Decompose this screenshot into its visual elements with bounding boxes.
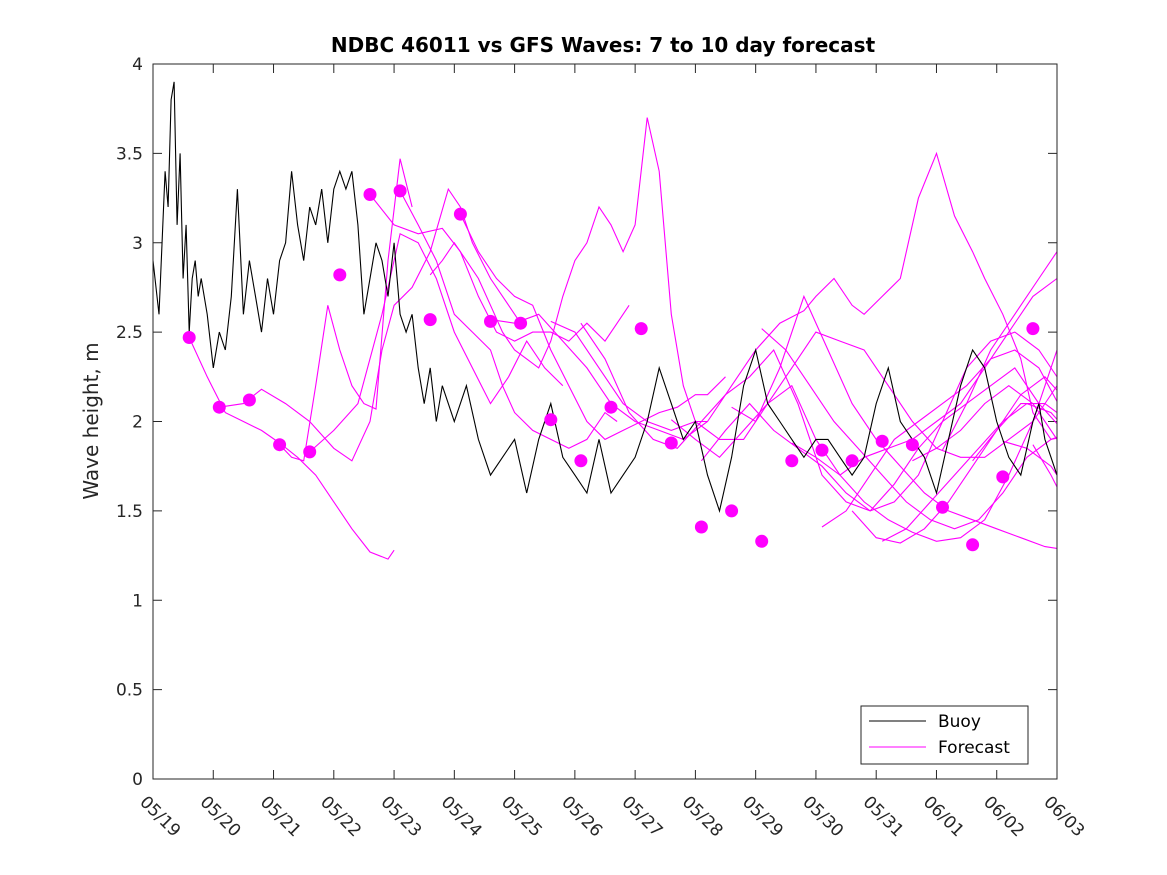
forecast-marker — [845, 454, 859, 468]
forecast-marker — [755, 534, 769, 548]
forecast-marker — [664, 436, 678, 450]
forecast-marker — [303, 445, 317, 459]
forecast-line — [369, 194, 630, 342]
y-tick-label: 1 — [132, 591, 143, 611]
plot-area — [153, 64, 1057, 779]
legend: Buoy Forecast — [860, 705, 1029, 765]
forecast-marker — [996, 470, 1010, 484]
forecast-line — [1002, 440, 1057, 477]
forecast-line — [670, 331, 1057, 459]
forecast-line — [459, 213, 726, 441]
forecast-marker — [514, 316, 528, 330]
forecast-line — [821, 349, 1057, 528]
forecast-marker — [725, 504, 739, 518]
forecast-marker — [363, 188, 377, 201]
forecast-line — [1032, 444, 1057, 489]
legend-label-forecast: Forecast — [938, 738, 1010, 758]
forecast-marker — [182, 331, 196, 344]
forecast-line — [188, 337, 395, 560]
plot-frame — [152, 63, 1058, 780]
buoy-line — [153, 81, 1057, 513]
y-tick-label: 3 — [132, 234, 143, 254]
forecast-marker — [1026, 322, 1040, 336]
y-tick-label: 2.5 — [116, 323, 143, 343]
forecast-marker — [815, 443, 829, 457]
forecast-marker — [936, 500, 949, 514]
forecast-marker — [393, 184, 407, 198]
forecast-marker — [966, 538, 980, 552]
forecast-line — [279, 158, 413, 462]
chart-title: NDBC 46011 vs GFS Waves: 7 to 10 day for… — [331, 33, 876, 57]
forecast-marker — [875, 434, 889, 448]
y-tick-label: 0.5 — [116, 681, 143, 701]
forecast-marker — [905, 438, 919, 452]
forecast-line — [791, 349, 1057, 542]
series-layer — [153, 81, 1057, 560]
forecast-marker — [484, 314, 497, 328]
y-tick-label: 3.5 — [116, 144, 143, 164]
forecast-marker — [604, 400, 618, 414]
y-tick-label: 2 — [132, 413, 143, 433]
forecast-line — [309, 232, 564, 453]
y-tick-label: 4 — [132, 55, 143, 75]
forecast-marker — [273, 438, 287, 452]
y-tick-label: 1.5 — [116, 502, 143, 522]
forecast-marker — [785, 454, 799, 468]
forecast-marker — [242, 393, 256, 407]
legend-label-buoy: Buoy — [938, 712, 981, 732]
forecast-marker — [574, 454, 588, 468]
forecast-marker — [423, 313, 437, 327]
forecast-line — [219, 187, 522, 462]
legend-box — [860, 705, 1029, 765]
forecast-line — [881, 402, 1057, 542]
forecast-marker — [634, 322, 648, 336]
forecast-marker — [694, 520, 708, 534]
forecast-marker — [212, 400, 226, 414]
forecast-line — [761, 328, 1057, 530]
forecast-line — [399, 190, 618, 449]
forecast-line — [490, 151, 1057, 441]
forecast-marker — [333, 268, 347, 282]
forecast-line — [429, 117, 708, 423]
forecast-line — [700, 331, 1057, 512]
forecast-marker — [544, 413, 558, 427]
y-axis-label: Wave height, m — [79, 342, 103, 499]
forecast-line — [942, 250, 1057, 451]
forecast-line — [972, 403, 1057, 462]
y-tick-label: 0 — [132, 770, 143, 790]
forecast-marker — [453, 207, 467, 221]
forecast-line — [731, 294, 1057, 549]
